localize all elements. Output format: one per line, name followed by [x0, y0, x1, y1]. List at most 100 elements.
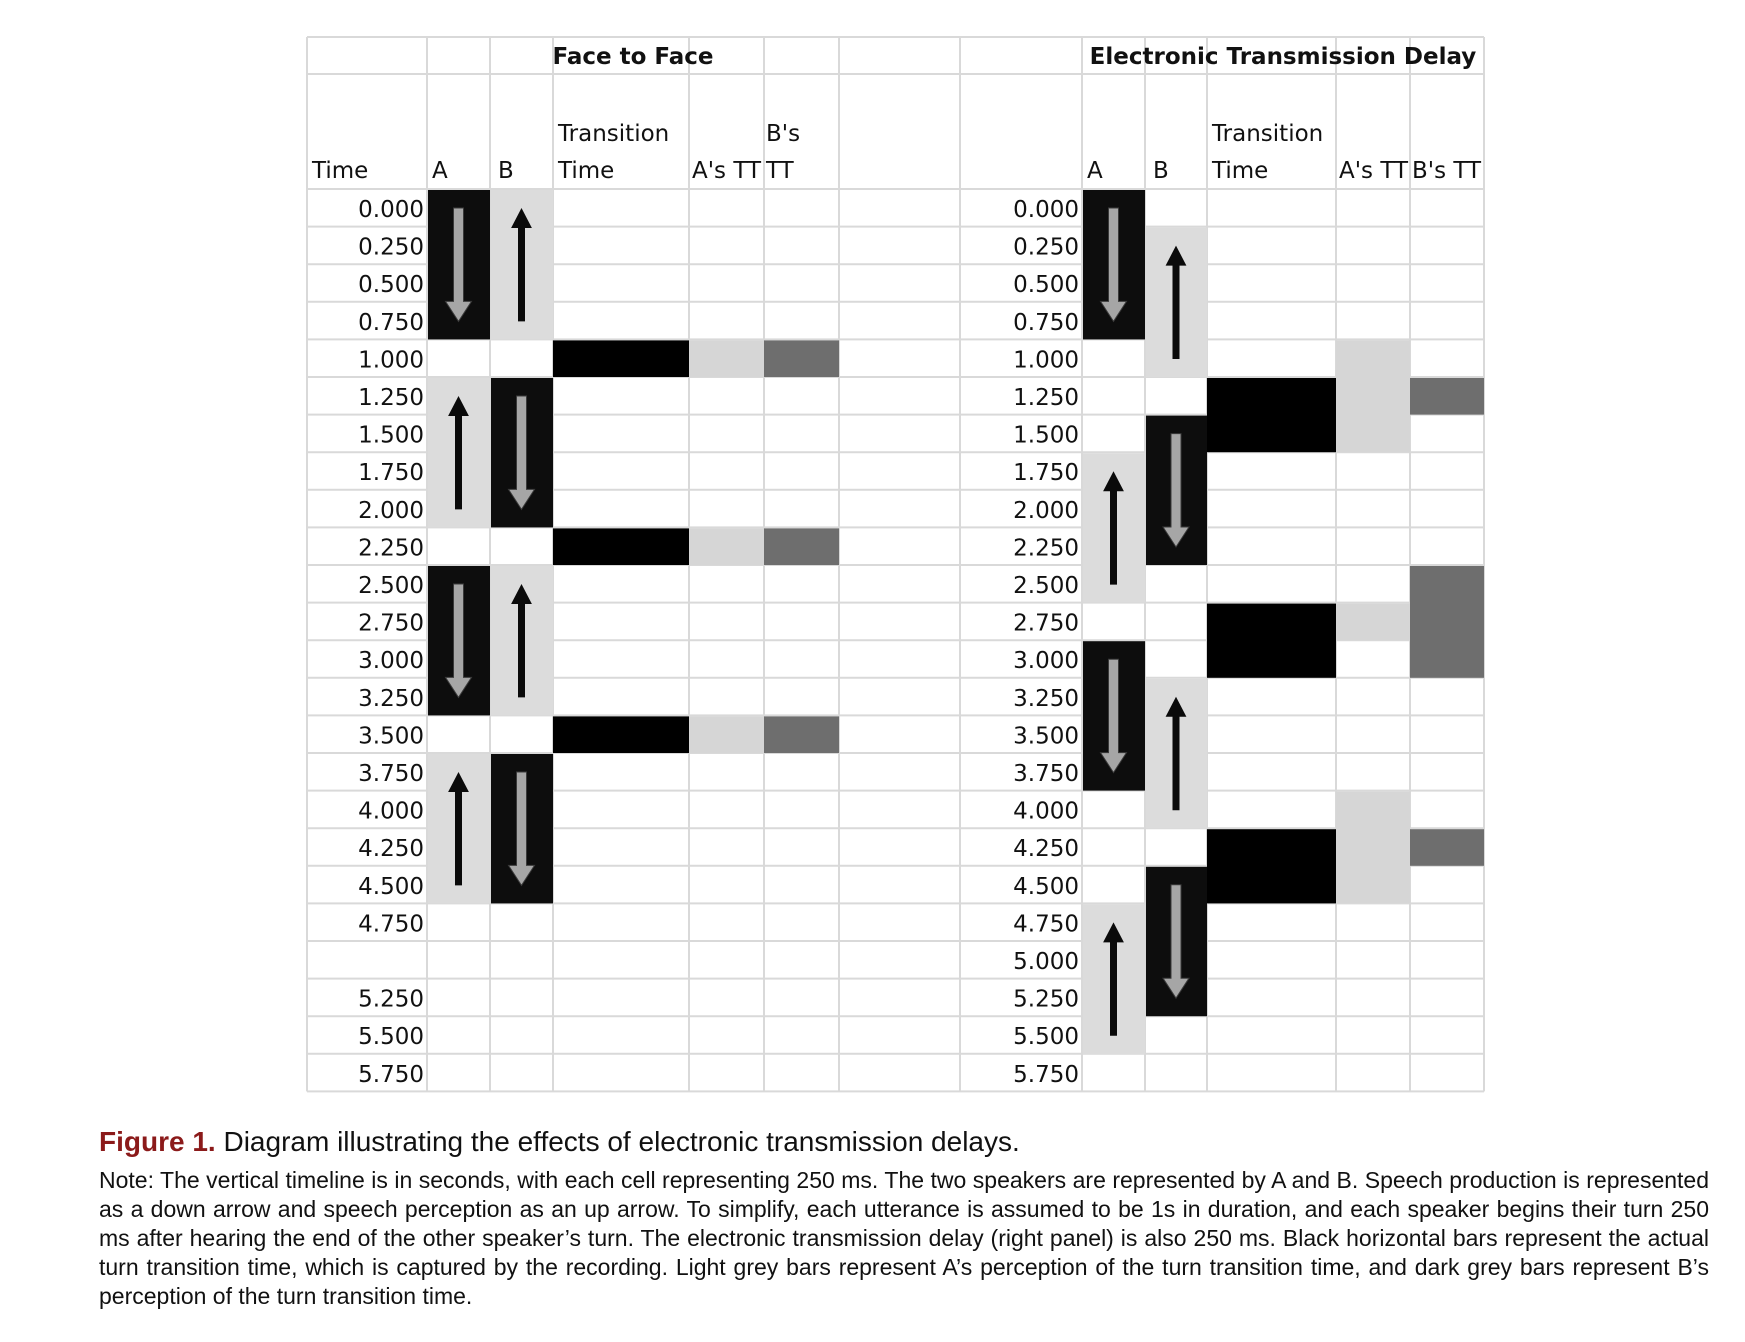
face-to-face-time-label: 0.250: [358, 235, 424, 261]
face-to-face-speaker-b-production-down-arrow-icon: [507, 771, 536, 887]
transmission-delay-time-label: 2.250: [1013, 535, 1079, 561]
transmission-delay-time-label: 4.250: [1013, 836, 1079, 862]
face-to-face-time-label: 5.250: [358, 987, 424, 1013]
face-to-face-time-label: 3.750: [358, 761, 424, 787]
transmission-delay-a-tt-bar: [1336, 603, 1410, 641]
transmission-delay-speaker-a-perception-up-arrow-icon: [1103, 471, 1124, 585]
transmission-delay-time-label: 2.750: [1013, 611, 1079, 637]
face-to-face-time-label: 1.250: [358, 385, 424, 411]
face-to-face-time-label: 0.750: [358, 310, 424, 336]
face-to-face-header-transition-time-line2: Time: [557, 158, 614, 184]
face-to-face-time-label: 4.500: [358, 874, 424, 900]
face-to-face-header-a-tt: A's TT: [692, 158, 762, 184]
face-to-face-time-label: 4.250: [358, 836, 424, 862]
transmission-delay-time-label: 3.500: [1013, 723, 1079, 749]
face-to-face-time-label: 1.750: [358, 460, 424, 486]
face-to-face-speaker-a-perception-up-arrow-icon: [448, 772, 469, 886]
face-to-face-time-label: 1.000: [358, 347, 424, 373]
figure-label: Figure 1.: [99, 1126, 216, 1157]
face-to-face-b-tt-bar: [764, 340, 839, 377]
face-to-face-time-label: 4.000: [358, 799, 424, 825]
face-to-face-time-label: 2.500: [358, 573, 424, 599]
face-to-face-speaker-b-perception-up-arrow-icon: [511, 584, 532, 698]
face-to-face-speaker-b-perception-up-arrow-icon: [511, 208, 532, 322]
face-to-face-time-label: 5.500: [358, 1024, 424, 1050]
transmission-delay-time-label: 3.750: [1013, 761, 1079, 787]
face-to-face-header-transition-time-line1: Transition: [557, 121, 669, 147]
face-to-face-time-label: 0.500: [358, 272, 424, 298]
face-to-face-time-label: 5.750: [358, 1062, 424, 1088]
transmission-delay-speaker-a-perception-up-arrow-icon: [1103, 922, 1124, 1036]
face-to-face-time-label: 3.500: [358, 723, 424, 749]
face-to-face-speaker-a-production-down-arrow-icon: [444, 207, 473, 323]
transmission-delay-speaker-a-production-down-arrow-icon: [1099, 207, 1128, 323]
transmission-delay-speaker-b-production-down-arrow-icon: [1162, 884, 1190, 1000]
transmission-delay-time-label: 0.000: [1013, 197, 1079, 223]
face-to-face-transition-bar: [553, 528, 689, 565]
transmission-delay-time-label: 5.500: [1013, 1024, 1079, 1050]
transmission-delay-time-label: 3.250: [1013, 686, 1079, 712]
transmission-delay-transition-bar: [1207, 378, 1336, 453]
face-to-face-a-tt-bar: [689, 528, 764, 565]
face-to-face-b-tt-bar: [764, 528, 839, 565]
transmission-delay-header-b-tt: B's TT: [1412, 158, 1482, 184]
transmission-delay-time-label: 1.500: [1013, 423, 1079, 449]
transmission-delay-time-label: 0.750: [1013, 310, 1079, 336]
face-to-face-b-tt-bar: [764, 716, 839, 753]
transmission-delay-time-label: 4.750: [1013, 911, 1079, 937]
transmission-delay-speaker-b-perception-up-arrow-icon: [1165, 696, 1187, 811]
transmission-delay-time-label: 0.500: [1013, 272, 1079, 298]
face-to-face-time-label: 4.750: [358, 911, 424, 937]
transmission-delay-time-label: 5.250: [1013, 987, 1079, 1013]
face-to-face-transition-bar: [553, 716, 689, 753]
bars-layer: [428, 190, 1484, 1054]
face-to-face-time-label: 3.250: [358, 686, 424, 712]
face-to-face-panel-title: Face to Face: [552, 44, 713, 70]
transmission-delay-time-label: 1.750: [1013, 460, 1079, 486]
transmission-delay-time-label: 1.250: [1013, 385, 1079, 411]
transmission-delay-a-tt-bar: [1336, 340, 1410, 453]
face-to-face-header-b-tt-line2: TT: [765, 158, 795, 184]
transmission-delay-time-label: 5.000: [1013, 949, 1079, 975]
transmission-delay-b-tt-bar: [1410, 378, 1484, 415]
transmission-delay-panel-title: Electronic Transmission Delay: [1090, 44, 1477, 70]
caption-title: Figure 1. Diagram illustrating the effec…: [99, 1124, 1709, 1160]
transmission-delay-time-label: 2.000: [1013, 498, 1079, 524]
face-to-face-header-a: A: [432, 158, 448, 184]
face-to-face-header-b-tt-line1: B's: [766, 121, 800, 147]
face-to-face-time-label: 3.000: [358, 648, 424, 674]
transmission-delay-speaker-a-production-down-arrow-icon: [1099, 658, 1128, 774]
face-to-face-header-time: Time: [311, 158, 368, 184]
face-to-face-time-label: 1.500: [358, 423, 424, 449]
caption-title-text: Diagram illustrating the effects of elec…: [215, 1126, 1020, 1157]
transmission-delay-a-tt-bar: [1336, 791, 1410, 904]
face-to-face-time-label: 2.000: [358, 498, 424, 524]
transmission-delay-header-a-tt: A's TT: [1339, 158, 1409, 184]
transmission-delay-time-label: 3.000: [1013, 648, 1079, 674]
transmission-delay-time-label: 4.500: [1013, 874, 1079, 900]
face-to-face-speaker-a-production-down-arrow-icon: [444, 583, 473, 699]
face-to-face-time-label: 0.000: [358, 197, 424, 223]
face-to-face-speaker-b-production-down-arrow-icon: [507, 395, 536, 511]
face-to-face-speaker-a-perception-up-arrow-icon: [448, 396, 469, 510]
face-to-face-a-tt-bar: [689, 340, 764, 377]
transmission-delay-transition-bar: [1207, 829, 1336, 904]
transmission-delay-time-label: 4.000: [1013, 799, 1079, 825]
caption-note: Note: The vertical timeline is in second…: [99, 1167, 1709, 1309]
figure-caption: Figure 1. Diagram illustrating the effec…: [99, 1124, 1709, 1311]
transmission-delay-speaker-b-production-down-arrow-icon: [1162, 433, 1190, 548]
face-to-face-header-b: B: [498, 158, 514, 184]
transmission-delay-time-label: 0.250: [1013, 235, 1079, 261]
transmission-delay-time-label: 1.000: [1013, 347, 1079, 373]
transmission-delay-speaker-b-perception-up-arrow-icon: [1165, 245, 1187, 359]
face-to-face-a-tt-bar: [689, 716, 764, 753]
transmission-delay-header-transition-time-line2: Time: [1211, 158, 1268, 184]
transmission-delay-time-label: 5.750: [1013, 1062, 1079, 1088]
transmission-delay-b-tt-bar: [1410, 829, 1484, 866]
transmission-delay-header-b: B: [1153, 158, 1169, 184]
face-to-face-time-label: 2.250: [358, 535, 424, 561]
face-to-face-time-label: 2.750: [358, 611, 424, 637]
transmission-delay-time-label: 2.500: [1013, 573, 1079, 599]
